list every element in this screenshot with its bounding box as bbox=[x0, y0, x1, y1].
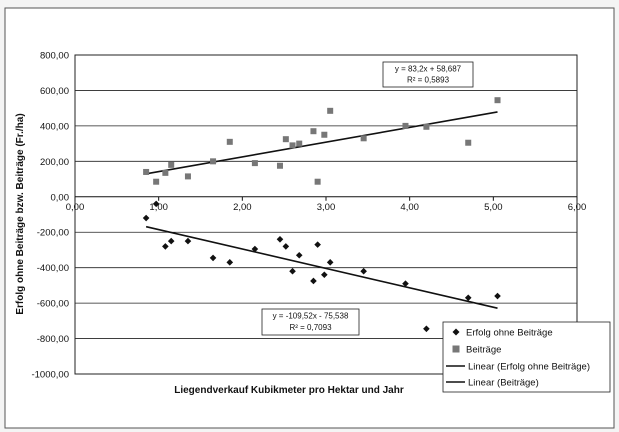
legend-label-beitraege-trend: Linear (Beiträge) bbox=[468, 378, 539, 389]
data-point-beitraege bbox=[276, 162, 283, 169]
y-tick-label: -800,00 bbox=[37, 334, 69, 345]
x-tick-label: 2,00 bbox=[233, 202, 252, 213]
data-point-beitraege bbox=[321, 131, 328, 138]
x-axis-ticks: 0,00 1,00 2,00 3,00 4,00 5,00 6,00 bbox=[66, 196, 587, 213]
equation-erfolg: y = -109,52x - 75,538 bbox=[273, 312, 349, 321]
data-point-erfolg bbox=[295, 251, 303, 259]
data-point-erfolg bbox=[162, 243, 169, 250]
data-point-beitraege bbox=[184, 173, 191, 180]
legend-label-erfolg: Erfolg ohne Beiträge bbox=[466, 328, 553, 339]
data-point-erfolg bbox=[314, 241, 321, 248]
data-point-erfolg bbox=[423, 325, 430, 333]
data-point-beitraege bbox=[168, 161, 175, 168]
data-point-beitraege bbox=[327, 107, 334, 114]
trendlines bbox=[145, 111, 498, 309]
data-point-beitraege bbox=[143, 168, 150, 175]
x-tick-label: 1,00 bbox=[149, 202, 168, 213]
x-tick-label: 6,00 bbox=[568, 202, 587, 213]
y-tick-label: 200,00 bbox=[40, 157, 69, 168]
y-tick-label: -1000,00 bbox=[31, 370, 69, 381]
data-point-beitraege bbox=[310, 128, 317, 135]
data-point-erfolg bbox=[152, 200, 160, 208]
data-point-erfolg bbox=[321, 271, 328, 279]
x-axis-title: Liegendverkauf Kubikmeter pro Hektar und… bbox=[174, 385, 404, 396]
data-point-erfolg bbox=[209, 254, 217, 262]
equation-box-beitraege-frame bbox=[382, 61, 474, 88]
data-point-beitraege bbox=[423, 123, 430, 130]
y-axis-ticks: 800,00 600,00 400,00 200,00 0,00 -200,00 -400,… bbox=[31, 51, 69, 381]
data-point-beitraege bbox=[296, 140, 303, 147]
data-point-beitraege bbox=[153, 178, 160, 185]
data-point-beitraege bbox=[282, 136, 289, 143]
legend: Erfolg ohne Beiträge Beiträge Linear (Er… bbox=[442, 321, 611, 393]
legend-label-erfolg-trend: Linear (Erfolg ohne Beiträge) bbox=[468, 362, 590, 373]
r2-erfolg: R² = 0,7093 bbox=[289, 323, 332, 332]
x-tick-label: 0,00 bbox=[66, 202, 85, 213]
legend-diamond-marker bbox=[452, 328, 460, 336]
data-point-beitraege bbox=[162, 169, 169, 176]
data-point-erfolg bbox=[289, 267, 296, 275]
data-point-erfolg bbox=[310, 277, 317, 285]
y-tick-label: -400,00 bbox=[37, 263, 69, 274]
data-points bbox=[142, 97, 501, 333]
data-point-erfolg bbox=[282, 243, 290, 250]
data-point-erfolg bbox=[402, 280, 409, 287]
y-tick-label: -600,00 bbox=[37, 299, 69, 310]
x-tick-label: 4,00 bbox=[400, 202, 419, 213]
equation-box-erfolg: y = -109,52x - 75,538 R² = 0,7093 bbox=[261, 308, 360, 336]
equation-box-beitraege: y = 83,2x + 58,687 R² = 0,5893 bbox=[382, 61, 474, 88]
data-point-beitraege bbox=[314, 178, 321, 185]
y-tick-label: 800,00 bbox=[40, 51, 69, 62]
x-tick-label: 5,00 bbox=[484, 202, 503, 213]
trendline-erfolg bbox=[145, 225, 498, 309]
data-point-erfolg bbox=[276, 236, 284, 243]
legend-square-marker bbox=[452, 345, 460, 353]
y-tick-label: 600,00 bbox=[40, 86, 69, 97]
data-point-erfolg bbox=[326, 259, 334, 266]
data-point-erfolg bbox=[464, 294, 472, 302]
legend-frame bbox=[442, 321, 611, 393]
x-tick-label: 3,00 bbox=[317, 202, 336, 213]
y-tick-label: 400,00 bbox=[40, 121, 69, 132]
data-point-erfolg bbox=[167, 237, 175, 245]
data-point-beitraege bbox=[402, 122, 409, 129]
y-tick-label: 0,00 bbox=[51, 192, 70, 203]
data-point-erfolg bbox=[142, 214, 150, 222]
data-point-beitraege bbox=[494, 97, 501, 104]
data-point-beitraege bbox=[210, 158, 217, 165]
legend-label-beitraege: Beiträge bbox=[466, 345, 501, 356]
data-point-beitraege bbox=[360, 135, 367, 142]
r2-beitraege: R² = 0,5893 bbox=[407, 76, 450, 85]
data-point-beitraege bbox=[289, 142, 296, 149]
data-point-beitraege bbox=[465, 139, 472, 146]
y-tick-label: -200,00 bbox=[37, 228, 69, 239]
y-axis-title: Erfolg ohne Beiträge bzw. Beiträge (Fr./… bbox=[15, 113, 26, 314]
equation-box-erfolg-frame bbox=[261, 308, 360, 336]
data-point-erfolg bbox=[494, 292, 501, 300]
equation-beitraege: y = 83,2x + 58,687 bbox=[395, 65, 462, 74]
data-point-beitraege bbox=[226, 138, 233, 145]
data-point-erfolg bbox=[184, 237, 192, 245]
data-point-erfolg bbox=[251, 245, 259, 253]
data-point-erfolg bbox=[360, 267, 367, 275]
data-point-beitraege bbox=[251, 160, 258, 167]
trendline-beitraege bbox=[145, 111, 498, 175]
data-point-erfolg bbox=[226, 259, 234, 266]
